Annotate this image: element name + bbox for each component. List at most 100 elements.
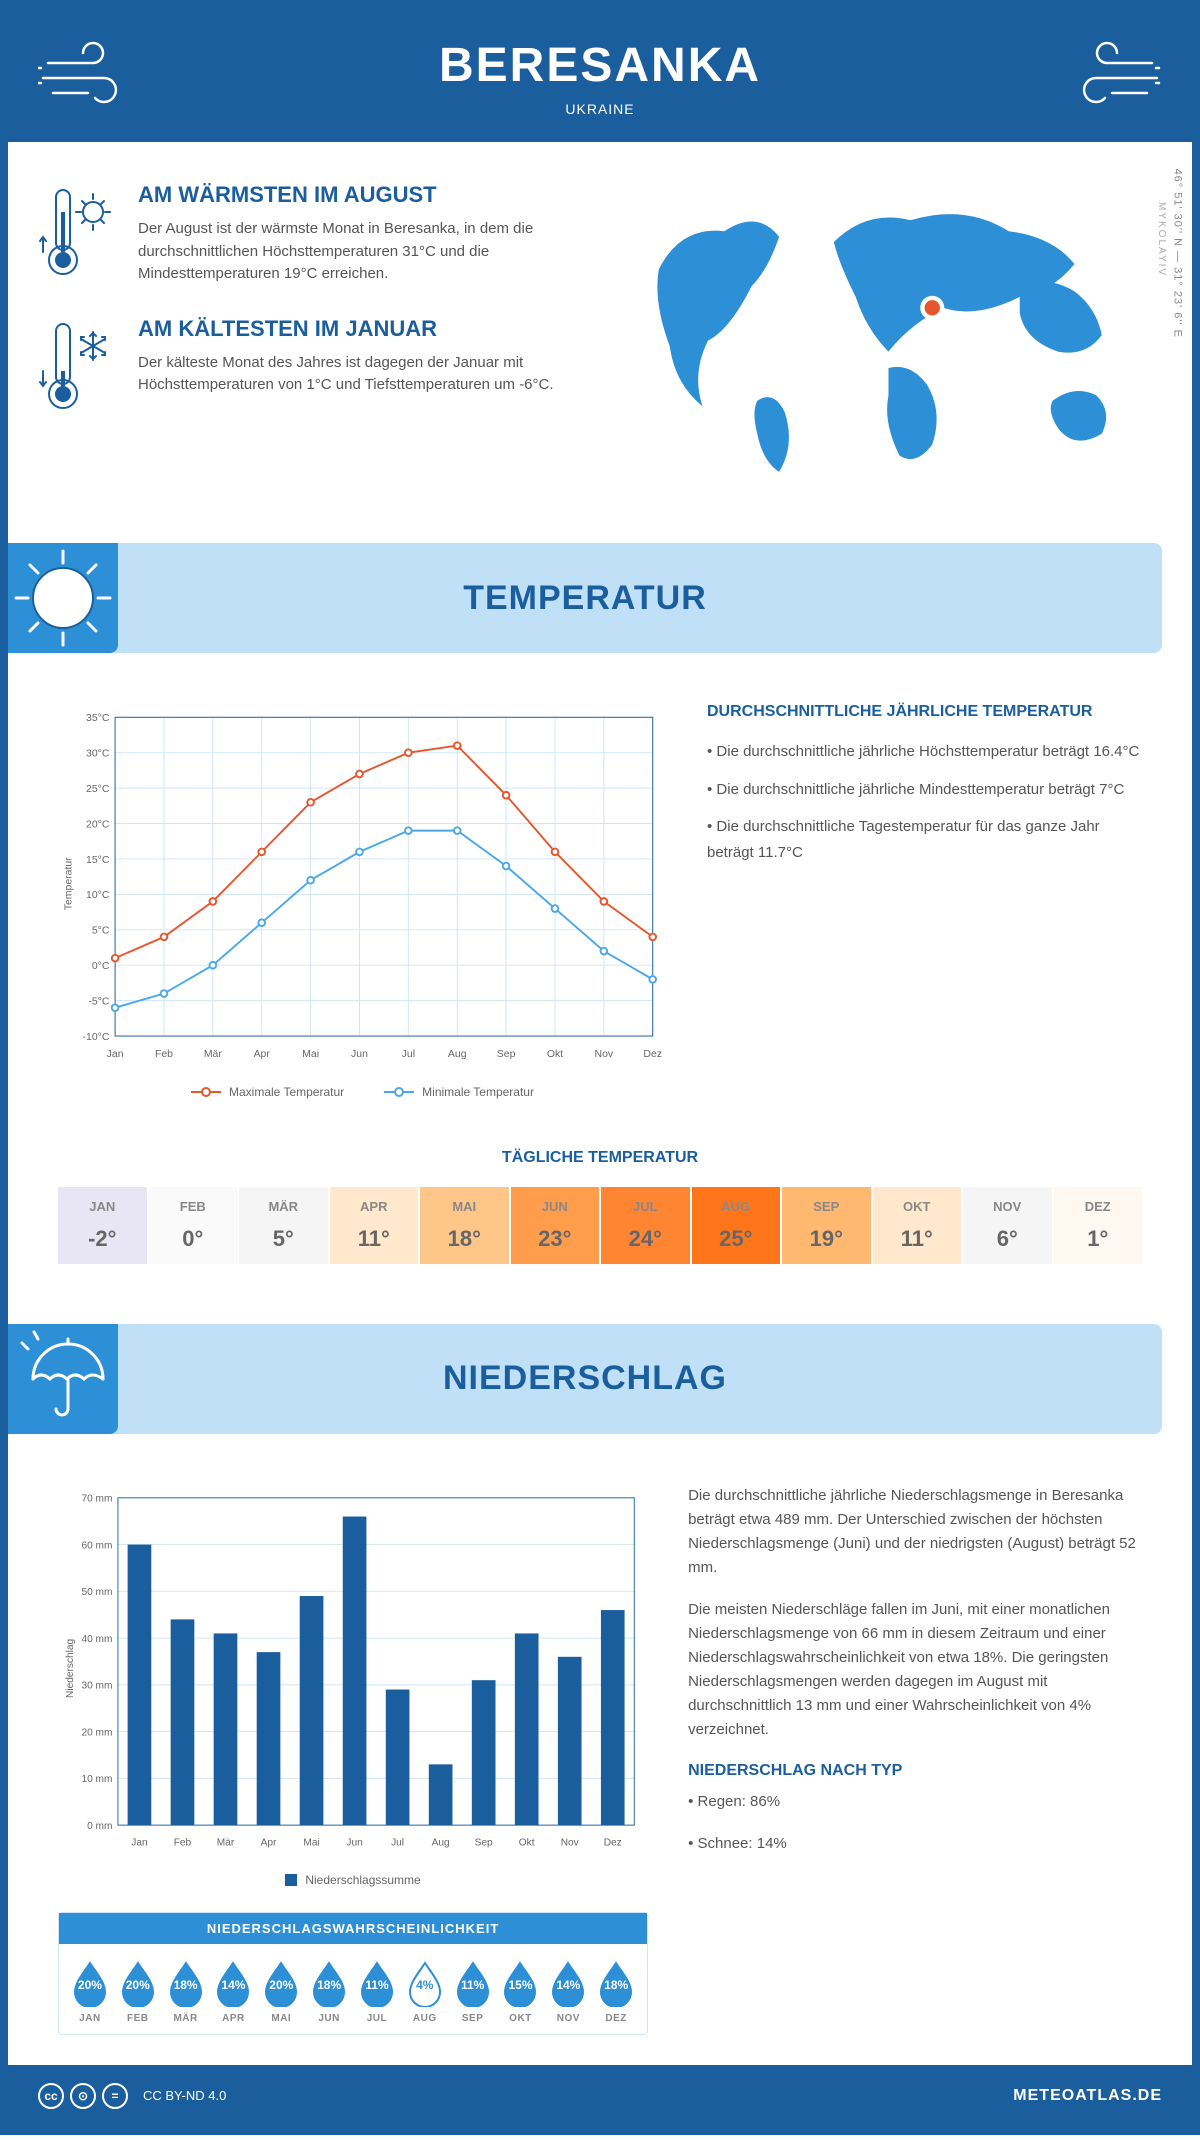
svg-text:0°C: 0°C	[92, 961, 110, 972]
temp-cell: SEP19°	[782, 1187, 871, 1264]
svg-text:Apr: Apr	[261, 1837, 277, 1848]
svg-text:Jul: Jul	[391, 1837, 404, 1848]
svg-text:25°C: 25°C	[86, 784, 110, 795]
svg-text:Mär: Mär	[204, 1049, 223, 1060]
precip-rain: • Regen: 86%	[688, 1790, 1142, 1814]
legend-max-label: Maximale Temperatur	[229, 1085, 344, 1099]
region-label: MYKOLAYIV	[1156, 202, 1167, 277]
prob-cell: 4%AUG	[402, 1959, 448, 2024]
svg-text:Temperatur: Temperatur	[63, 857, 74, 910]
umbrella-icon	[8, 1324, 118, 1434]
wind-icon	[38, 38, 138, 118]
svg-text:Sep: Sep	[497, 1049, 516, 1060]
section-title: NIEDERSCHLAG	[118, 1359, 1162, 1398]
prob-cell: 18%MÄR	[163, 1959, 209, 2024]
precip-type-title: NIEDERSCHLAG NACH TYP	[688, 1762, 1142, 1780]
legend-min-label: Minimale Temperatur	[422, 1085, 534, 1099]
prob-cell: 18%DEZ	[593, 1959, 639, 2024]
svg-text:30°C: 30°C	[86, 749, 110, 760]
site-label: METEOATLAS.DE	[1013, 2087, 1162, 2105]
prob-cell: 15%OKT	[498, 1959, 544, 2024]
svg-text:20°C: 20°C	[86, 820, 110, 831]
chart-legend: Maximale Temperatur Minimale Temperatur	[58, 1085, 667, 1099]
temp-cell: JUL24°	[601, 1187, 690, 1264]
svg-text:10°C: 10°C	[86, 890, 110, 901]
svg-text:Feb: Feb	[155, 1049, 173, 1060]
svg-text:5°C: 5°C	[92, 926, 110, 937]
svg-text:Apr: Apr	[254, 1049, 271, 1060]
temp-cell: NOV6°	[963, 1187, 1052, 1264]
temp-cell: OKT11°	[873, 1187, 962, 1264]
svg-text:-5°C: -5°C	[88, 997, 109, 1008]
temp-info-b1: • Die durchschnittliche jährliche Höchst…	[707, 739, 1142, 765]
prob-cell: 18%JUN	[306, 1959, 352, 2024]
precip-p1: Die durchschnittliche jährliche Niedersc…	[688, 1484, 1142, 1580]
temp-cell: AUG25°	[692, 1187, 781, 1264]
svg-text:Nov: Nov	[561, 1837, 580, 1848]
svg-text:30 mm: 30 mm	[81, 1680, 112, 1691]
warmest-title: AM WÄRMSTEN IM AUGUST	[138, 182, 585, 208]
prob-title: NIEDERSCHLAGSWAHRSCHEINLICHKEIT	[59, 1913, 647, 1944]
precip-legend: Niederschlagssumme	[58, 1873, 648, 1887]
svg-text:70 mm: 70 mm	[81, 1493, 112, 1504]
prob-cell: 11%JUL	[354, 1959, 400, 2024]
temperature-line-chart: -10°C -5°C 0°C 5°C 10°C 15°C 20°C 25°C 30°C 35°C J…	[58, 703, 667, 1065]
svg-text:Sep: Sep	[475, 1837, 493, 1848]
svg-text:10 mm: 10 mm	[81, 1774, 112, 1785]
svg-text:35°C: 35°C	[86, 713, 110, 724]
temp-info-title: DURCHSCHNITTLICHE JÄHRLICHE TEMPERATUR	[707, 703, 1142, 721]
cc-icons: cc⊙=	[38, 2083, 128, 2109]
precip-snow: • Schnee: 14%	[688, 1832, 1142, 1856]
svg-text:Jan: Jan	[107, 1049, 124, 1060]
world-map-icon	[615, 182, 1162, 488]
svg-text:Okt: Okt	[519, 1837, 535, 1848]
svg-text:Jan: Jan	[131, 1837, 147, 1848]
country-label: UKRAINE	[28, 101, 1172, 117]
svg-text:Mai: Mai	[303, 1837, 319, 1848]
svg-text:Dez: Dez	[604, 1837, 622, 1848]
precip-probability-box: NIEDERSCHLAGSWAHRSCHEINLICHKEIT 20%JAN 20…	[58, 1912, 648, 2035]
svg-text:Jun: Jun	[346, 1837, 362, 1848]
warmest-text: Der August ist der wärmste Monat in Bere…	[138, 218, 585, 286]
svg-text:-10°C: -10°C	[83, 1032, 110, 1043]
coldest-text: Der kälteste Monat des Jahres ist dagege…	[138, 352, 585, 397]
svg-text:Dez: Dez	[643, 1049, 662, 1060]
prob-cell: 11%SEP	[450, 1959, 496, 2024]
sun-icon	[8, 543, 118, 653]
svg-text:15°C: 15°C	[86, 855, 110, 866]
daily-temp-title: TÄGLICHE TEMPERATUR	[58, 1149, 1142, 1167]
temp-cell: MAI18°	[420, 1187, 509, 1264]
svg-text:Niederschlag: Niederschlag	[65, 1639, 76, 1698]
svg-text:Feb: Feb	[174, 1837, 192, 1848]
temp-cell: JAN-2°	[58, 1187, 147, 1264]
precip-banner: NIEDERSCHLAG	[8, 1324, 1162, 1434]
svg-text:Jun: Jun	[351, 1049, 368, 1060]
temp-info-b3: • Die durchschnittliche Tagestemperatur …	[707, 814, 1142, 865]
svg-text:0 mm: 0 mm	[87, 1821, 112, 1832]
svg-text:Jul: Jul	[402, 1049, 415, 1060]
svg-text:Okt: Okt	[547, 1049, 563, 1060]
section-title: TEMPERATUR	[118, 579, 1162, 618]
temp-cell: JUN23°	[511, 1187, 600, 1264]
svg-text:Mär: Mär	[217, 1837, 235, 1848]
precip-legend-label: Niederschlagssumme	[305, 1873, 420, 1887]
prob-cell: 14%APR	[211, 1959, 257, 2024]
svg-text:50 mm: 50 mm	[81, 1587, 112, 1598]
coordinates-label: 46° 51' 30'' N — 31° 23' 6'' E	[1171, 168, 1183, 337]
daily-temp-table: JAN-2°FEB0°MÄR5°APR11°MAI18°JUN23°JUL24°…	[58, 1187, 1142, 1264]
precip-p2: Die meisten Niederschläge fallen im Juni…	[688, 1598, 1142, 1742]
precipitation-bar-chart: 0 mm 10 mm 20 mm 30 mm 40 mm 50 mm 60 mm 70 mm J…	[58, 1484, 648, 1853]
prob-cell: 14%NOV	[545, 1959, 591, 2024]
prob-cell: 20%JAN	[67, 1959, 113, 2024]
svg-text:40 mm: 40 mm	[81, 1634, 112, 1645]
svg-text:20 mm: 20 mm	[81, 1727, 112, 1738]
warmest-fact: AM WÄRMSTEN IM AUGUST Der August ist der…	[38, 182, 585, 286]
temperature-banner: TEMPERATUR	[8, 543, 1162, 653]
svg-text:60 mm: 60 mm	[81, 1540, 112, 1551]
temp-cell: APR11°	[330, 1187, 419, 1264]
prob-cell: 20%MAI	[258, 1959, 304, 2024]
svg-text:Aug: Aug	[432, 1837, 450, 1848]
coldest-fact: AM KÄLTESTEN IM JANUAR Der kälteste Mona…	[38, 316, 585, 416]
svg-text:Aug: Aug	[448, 1049, 467, 1060]
wind-icon	[1062, 38, 1162, 118]
